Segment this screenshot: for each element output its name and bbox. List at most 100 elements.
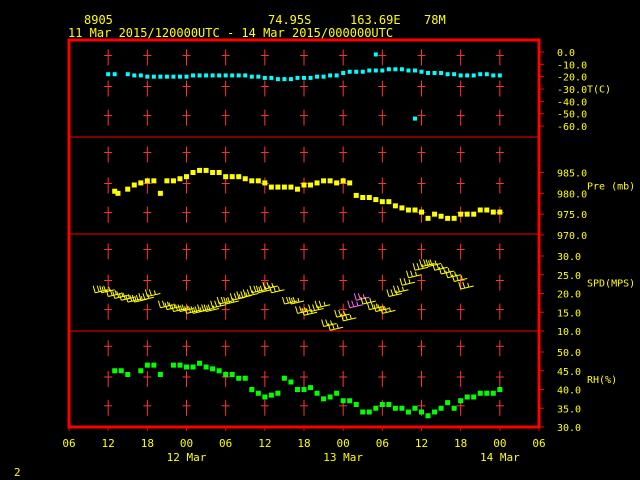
- wind-barb-shaft: [303, 311, 318, 316]
- wind-barb-flag: [266, 281, 270, 289]
- wind-barb: [406, 270, 422, 279]
- y-tick-label: -20.0: [557, 73, 587, 84]
- wind-barb-flag: [401, 286, 404, 291]
- wind-barb-shaft: [323, 323, 337, 327]
- wind-barb-flag: [177, 304, 181, 312]
- y-tick-label: 35.0: [557, 404, 581, 415]
- humidity-point: [392, 405, 398, 411]
- humidity-point: [210, 366, 216, 372]
- wind-barb-shaft: [349, 304, 363, 309]
- temperature-point: [262, 75, 267, 80]
- pressure-point: [268, 184, 274, 190]
- humidity-point: [497, 387, 503, 392]
- wind-barb-flag: [121, 292, 124, 297]
- humidity-point: [360, 409, 366, 415]
- wind-barb-shaft: [427, 263, 442, 267]
- x-tick-label: 00: [180, 437, 193, 450]
- pressure-point: [445, 215, 451, 221]
- temperature-point: [249, 74, 254, 79]
- wind-barb-flag: [377, 304, 381, 311]
- wind-barb: [321, 319, 337, 327]
- temperature-point: [151, 74, 156, 79]
- wind-barb-flag: [281, 296, 285, 305]
- wind-barb-shaft: [101, 289, 115, 294]
- humidity-point: [412, 405, 418, 411]
- temperature-point: [321, 74, 326, 79]
- wind-barb-flag: [164, 302, 168, 310]
- panel-label-wind_speed: SPD(MPS): [587, 279, 635, 290]
- wind-barb: [386, 289, 403, 297]
- humidity-point: [490, 390, 496, 396]
- x-tick-label: 12: [258, 437, 271, 450]
- pressure-point: [275, 184, 281, 190]
- y-tick-label: 25.0: [557, 271, 581, 282]
- pressure-point: [432, 211, 438, 217]
- wind-barb-flag: [135, 294, 139, 302]
- humidity-point: [262, 394, 268, 400]
- wind-barb-flag: [429, 259, 433, 266]
- temperature-point: [217, 73, 222, 78]
- wind-barb-flag: [304, 307, 307, 312]
- pressure-point: [203, 167, 209, 173]
- temperature-point: [347, 69, 352, 74]
- temperature-point: [452, 72, 457, 77]
- temperature-point: [132, 73, 137, 78]
- wind-barb-flag: [327, 323, 331, 331]
- pressure-point: [425, 215, 431, 221]
- wind-barb-flag: [186, 305, 189, 310]
- wind-barb-flag: [396, 285, 400, 292]
- y-tick-label: -60.0: [557, 122, 587, 133]
- wind-barb-flag: [432, 263, 436, 271]
- wind-barb-flag: [114, 290, 117, 295]
- wind-barb-flag: [357, 293, 361, 300]
- pressure-point: [223, 174, 229, 180]
- y-tick-label: -50.0: [557, 110, 587, 121]
- header-period: 11 Mar 2015/120000UTC - 14 Mar 2015/0000…: [68, 26, 394, 40]
- wind-barb-flag: [351, 300, 355, 307]
- y-tick-label: 0.0: [557, 48, 575, 59]
- wind-barb: [432, 263, 448, 271]
- pressure-point: [157, 190, 163, 196]
- humidity-point: [425, 413, 431, 419]
- y-tick-label: 40.0: [557, 386, 581, 397]
- humidity-point: [432, 409, 438, 415]
- wind-barb-flag: [399, 278, 403, 286]
- wind-barb-shaft: [310, 308, 324, 312]
- wind-barb: [347, 300, 363, 309]
- wind-barb: [327, 323, 344, 331]
- pressure-point: [151, 178, 157, 184]
- wind-barb-shaft: [447, 274, 461, 279]
- humidity-point: [353, 402, 359, 407]
- wind-barb-flag: [197, 304, 201, 312]
- wind-barb-flag: [171, 304, 174, 312]
- pressure-point: [177, 176, 183, 182]
- wind-barb-flag: [362, 294, 365, 299]
- wind-barb-flag: [285, 296, 289, 304]
- wind-barb-flag: [454, 271, 457, 276]
- wind-barb-flag: [343, 311, 346, 316]
- y-tick-label: -10.0: [557, 60, 587, 71]
- temperature-point: [191, 73, 196, 78]
- wind-barb-flag: [258, 286, 261, 291]
- pressure-point: [451, 215, 457, 221]
- wind-barb: [177, 304, 194, 312]
- temperature-point: [197, 73, 202, 78]
- wind-barb-flag: [131, 294, 135, 303]
- wind-barb-flag: [290, 297, 293, 303]
- wind-barb-flag: [366, 302, 370, 310]
- wind-barb-flag: [240, 291, 244, 298]
- temperature-point: [230, 73, 235, 78]
- wind-barb-flag: [336, 324, 339, 329]
- humidity-point: [157, 372, 163, 377]
- temperature-point: [145, 74, 150, 79]
- wind-barb-flag: [193, 307, 196, 312]
- wind-barb-flag: [142, 293, 146, 300]
- wind-barb-flag: [236, 291, 240, 299]
- humidity-point: [471, 394, 477, 400]
- humidity-point: [386, 402, 392, 407]
- wind-barb-shaft: [330, 326, 344, 331]
- wind-barb: [392, 285, 409, 294]
- panel-label-relative_humidity: RH(%): [587, 375, 617, 386]
- humidity-point: [340, 398, 346, 404]
- humidity-point: [438, 405, 444, 411]
